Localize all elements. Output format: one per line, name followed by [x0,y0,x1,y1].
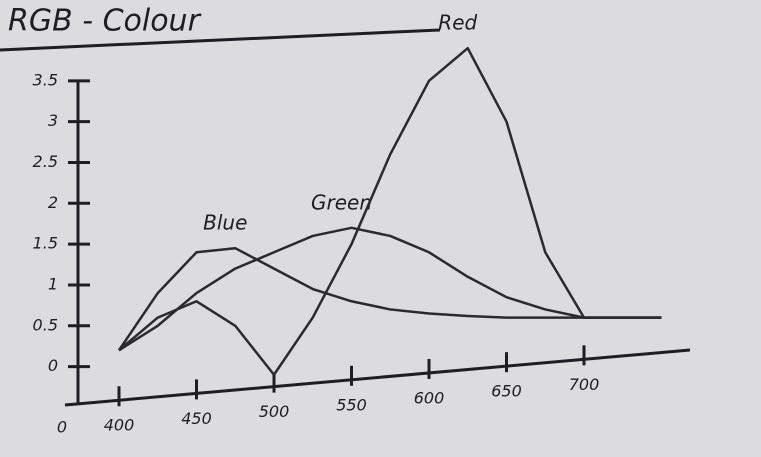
x-tick-label: 700 [569,375,600,394]
y-tick-label: 1.5 [33,234,58,253]
y-tick-label: 3 [48,111,58,130]
x-tick-label: 500 [259,402,290,421]
x-tick-label: 400 [104,416,135,435]
chart-title: RGB - Colour [8,4,202,39]
x-tick-label: 600 [414,388,445,407]
series-label: Red [438,11,477,35]
origin-label: 0 [57,418,67,437]
y-tick-label: 2.5 [33,152,58,171]
x-tick-label: 450 [181,409,212,428]
y-tick-label: 2 [48,193,58,212]
series-label: Blue [203,211,247,235]
page: RGB - Colour 0 0 0.5 1 1.5 2 2.5 3 3.5 400 450 500… [0,0,761,457]
x-tick-label: 650 [491,382,522,401]
chart: RGB - Colour 0 0 0.5 1 1.5 2 2.5 3 3.5 400 450 500… [0,0,761,457]
y-tick-label: 0 [48,356,58,375]
paper [0,0,761,457]
y-tick-label: 1 [48,274,58,293]
series-label: Green [311,190,372,214]
y-tick-label: 3.5 [33,70,58,89]
y-tick-label: 0.5 [33,315,58,334]
x-tick-label: 550 [336,395,367,414]
